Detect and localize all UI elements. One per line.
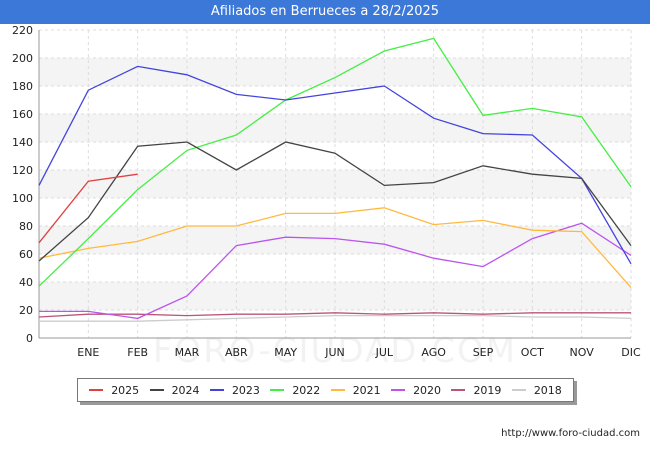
legend-swatch [330, 389, 345, 391]
series-line-2023 [38, 65, 632, 265]
legend-item-2025: 2025 [89, 384, 139, 397]
series-line-2018 [39, 314, 632, 322]
x-axis: ENE FEB MAR ABR MAY JUN JUL AGO SEP OCT NOV DIC [77, 346, 641, 359]
x-tick-label: AGO [421, 346, 446, 359]
y-tick-label: 160 [12, 108, 33, 121]
legend-label: 2021 [352, 383, 381, 397]
x-tick-label: OCT [521, 346, 544, 359]
chart-title: Afiliados en Berrueces a 28/2/2025 [0, 0, 650, 24]
plot-bands [39, 30, 631, 338]
legend: 2025 2024 2023 2022 2021 2020 2019 2018 [77, 378, 574, 402]
legend-item-2020: 2020 [391, 384, 441, 397]
series-line-2025 [38, 173, 138, 244]
legend-label: 2025 [111, 383, 140, 397]
y-tick-label: 180 [12, 80, 33, 93]
legend-label: 2022 [292, 383, 321, 397]
x-tick-label: ABR [225, 346, 248, 359]
legend-label: 2023 [231, 383, 260, 397]
y-tick-label: 220 [12, 24, 33, 37]
legend-swatch [209, 389, 224, 391]
legend-label: 2020 [413, 383, 442, 397]
y-tick-label: 120 [12, 164, 33, 177]
y-axis: 0 20 40 60 80 100 120 140 160 180 200 220 [12, 24, 33, 345]
x-tick-label: SEP [473, 346, 494, 359]
y-tick-label: 200 [12, 52, 33, 65]
y-tick-label: 40 [19, 276, 33, 289]
legend-label: 2019 [473, 383, 502, 397]
y-tick-label: 100 [12, 192, 33, 205]
x-tick-label: MAR [175, 346, 200, 359]
x-tick-label: ENE [77, 346, 99, 359]
legend-label: 2018 [533, 383, 562, 397]
legend-swatch [511, 389, 526, 391]
x-tick-label: DIC [621, 346, 641, 359]
source-url: http://www.foro-ciudad.com [501, 428, 640, 439]
legend-label: 2024 [171, 383, 200, 397]
series-lines [38, 37, 632, 322]
legend-swatch [270, 389, 285, 391]
grid-lines [38, 29, 632, 339]
legend-swatch [89, 389, 104, 391]
x-tick-label: JUN [324, 346, 345, 359]
y-tick-label: 20 [19, 304, 33, 317]
legend-item-2021: 2021 [330, 383, 381, 397]
series-line-2020 [39, 222, 632, 320]
y-tick-label: 0 [26, 332, 33, 345]
series-line-2024 [38, 141, 632, 262]
line-chart: FORO-CIUDAD.COM 020406080100120140160180… [12, 24, 641, 371]
legend-item-2024: 2024 [149, 383, 200, 397]
legend-swatch [391, 389, 406, 391]
x-tick-label: JUL [375, 346, 394, 359]
y-tick-label: 60 [19, 248, 33, 261]
legend-swatch [451, 389, 466, 391]
series-line-2021 [38, 207, 632, 289]
legend-item-2018: 2018 [511, 383, 562, 397]
series-line-2022 [38, 37, 632, 287]
legend-item-2022: 2022 [270, 384, 320, 397]
x-tick-label: MAY [274, 346, 297, 359]
y-tick-label: 80 [19, 220, 33, 233]
y-tick-label: 140 [12, 136, 33, 149]
legend-swatch [149, 389, 164, 391]
series-line-2019 [38, 312, 631, 318]
legend-item-2023: 2023 [209, 383, 260, 397]
legend-item-2019: 2019 [451, 384, 501, 397]
x-tick-label: NOV [570, 346, 595, 359]
x-tick-label: FEB [127, 346, 148, 359]
